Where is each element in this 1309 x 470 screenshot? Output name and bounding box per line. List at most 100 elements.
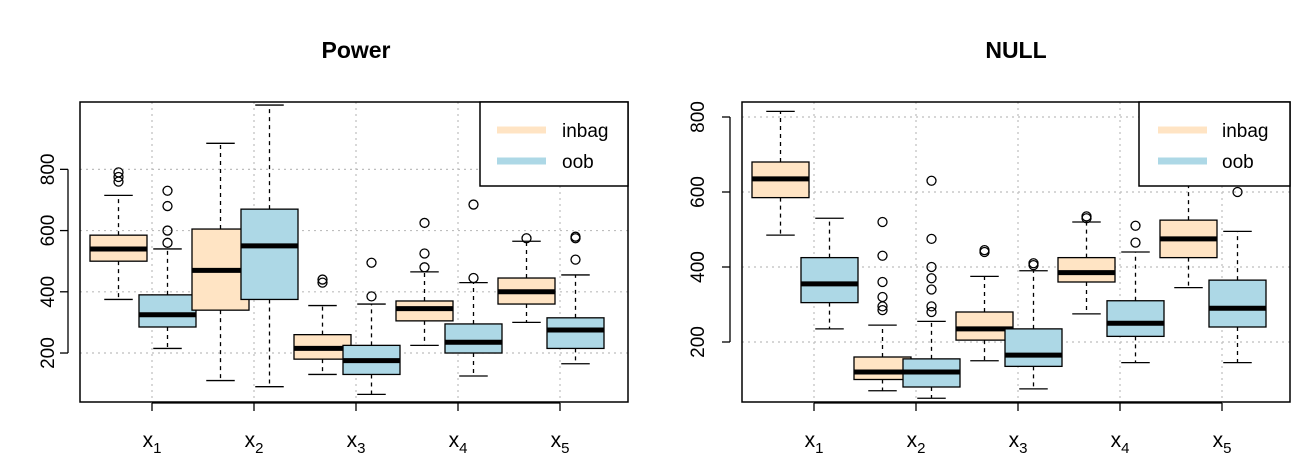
outlier-point: [162, 237, 173, 248]
x-axis: x1 x2 x3 x4 x5: [143, 402, 570, 457]
outlier-point: [419, 217, 430, 229]
box-oob-x2: [902, 175, 961, 399]
outlier-point: [113, 171, 124, 183]
box-inbag-x5: [1159, 174, 1218, 289]
legend: inbag oob: [479, 101, 629, 187]
x-tick-label: x2: [245, 429, 264, 457]
legend-box: [1138, 101, 1291, 187]
box-iqr: [546, 317, 605, 350]
x-tick-label: x2: [907, 429, 926, 457]
y-tick-label: 800: [38, 153, 59, 185]
x-tick-label: x1: [143, 429, 162, 457]
outlier-point: [570, 231, 581, 242]
outlier-point: [468, 199, 479, 210]
box-oob-x1: [800, 217, 859, 330]
outlier-point: [1232, 186, 1243, 198]
box-inbag-x1: [751, 110, 810, 236]
outlier-point: [926, 175, 937, 186]
box-iqr: [138, 294, 197, 328]
outlier-point: [926, 261, 937, 273]
outlier-point: [162, 225, 173, 236]
outlier-point: [419, 262, 430, 273]
outlier-point: [366, 291, 377, 302]
x-tick-label: x4: [1111, 429, 1130, 457]
x-tick-label: x5: [551, 429, 570, 457]
outlier-point: [877, 250, 888, 261]
box-inbag-x3: [955, 244, 1014, 362]
legend: inbag oob: [1138, 101, 1291, 187]
box-inbag-x2: [853, 216, 912, 392]
box-oob-x5: [1208, 186, 1267, 364]
legend-label-inbag: inbag: [562, 121, 609, 142]
outlier-point: [162, 185, 173, 196]
box-oob-x5: [546, 231, 605, 365]
x-tick-label: x1: [805, 429, 824, 457]
outlier-point: [979, 244, 990, 256]
outlier-point: [521, 233, 532, 244]
outlier-point: [1130, 220, 1141, 231]
outlier-point: [877, 216, 888, 228]
box-inbag-x4: [1057, 211, 1116, 315]
y-axis: 200 400 600 800: [688, 101, 731, 358]
x-tick-label: x3: [1009, 429, 1028, 457]
outlier-point: [926, 284, 937, 295]
box-inbag-x5: [497, 233, 556, 324]
box-oob-x3: [342, 257, 401, 395]
outlier-point: [570, 254, 581, 265]
outlier-point: [162, 200, 173, 212]
box-iqr: [240, 208, 299, 301]
y-tick-label: 200: [688, 326, 709, 358]
box-oob-x4: [1106, 220, 1165, 364]
outlier-point: [1081, 211, 1092, 222]
box-inbag-x1: [89, 167, 148, 301]
box-iqr: [1057, 256, 1116, 283]
box-oob-x4: [444, 199, 503, 377]
x-tick-label: x3: [347, 429, 366, 457]
y-tick-label: 800: [688, 101, 709, 133]
legend-label-inbag: inbag: [1222, 121, 1269, 142]
x-tick-label: x5: [1213, 429, 1232, 457]
box-inbag-x4: [395, 217, 454, 347]
legend-label-oob: oob: [562, 152, 594, 173]
y-tick-label: 600: [38, 215, 59, 247]
outlier-point: [419, 248, 430, 259]
box-oob-x3: [1004, 258, 1063, 390]
panel-null: NULL 200 400 600 800 x1 x2 x3 x4 x5 inbag oob: [688, 37, 1291, 457]
x-axis: x1 x2 x3 x4 x5: [805, 402, 1232, 457]
outlier-point: [926, 273, 937, 284]
outlier-point: [877, 276, 888, 288]
box-iqr: [800, 256, 859, 304]
x-tick-label: x4: [449, 429, 468, 457]
legend-label-oob: oob: [1222, 152, 1254, 173]
chart-title: NULL: [985, 37, 1046, 63]
y-tick-label: 200: [38, 337, 59, 369]
outlier-point: [1130, 237, 1141, 248]
boxplots: [89, 104, 605, 395]
outlier-point: [468, 272, 479, 284]
outlier-point: [366, 257, 377, 268]
outlier-point: [926, 233, 937, 245]
panel-power: Power 200 400 600 800 x1 x2 x3 x4 x5 inbag oob: [38, 37, 629, 457]
outlier-point: [877, 304, 888, 316]
outlier-point: [877, 291, 888, 303]
box-iqr: [1106, 300, 1165, 338]
box-oob-x2: [240, 104, 299, 388]
box-iqr: [955, 311, 1014, 341]
legend-box: [479, 101, 629, 187]
box-iqr: [444, 323, 503, 354]
outlier-point: [926, 301, 937, 312]
plot-frame: [741, 101, 1291, 403]
y-tick-label: 400: [688, 251, 709, 283]
y-axis: 200 400 600 800: [38, 153, 69, 369]
outlier-point: [113, 167, 124, 178]
outlier-point: [926, 306, 937, 318]
box-oob-x1: [138, 185, 197, 350]
outlier-point: [317, 274, 328, 285]
y-tick-label: 400: [38, 276, 59, 308]
chart-title: Power: [321, 37, 390, 63]
box-iqr: [1208, 279, 1267, 328]
outlier-point: [1028, 258, 1039, 269]
y-tick-label: 600: [688, 176, 709, 208]
box-inbag-x3: [293, 274, 352, 376]
